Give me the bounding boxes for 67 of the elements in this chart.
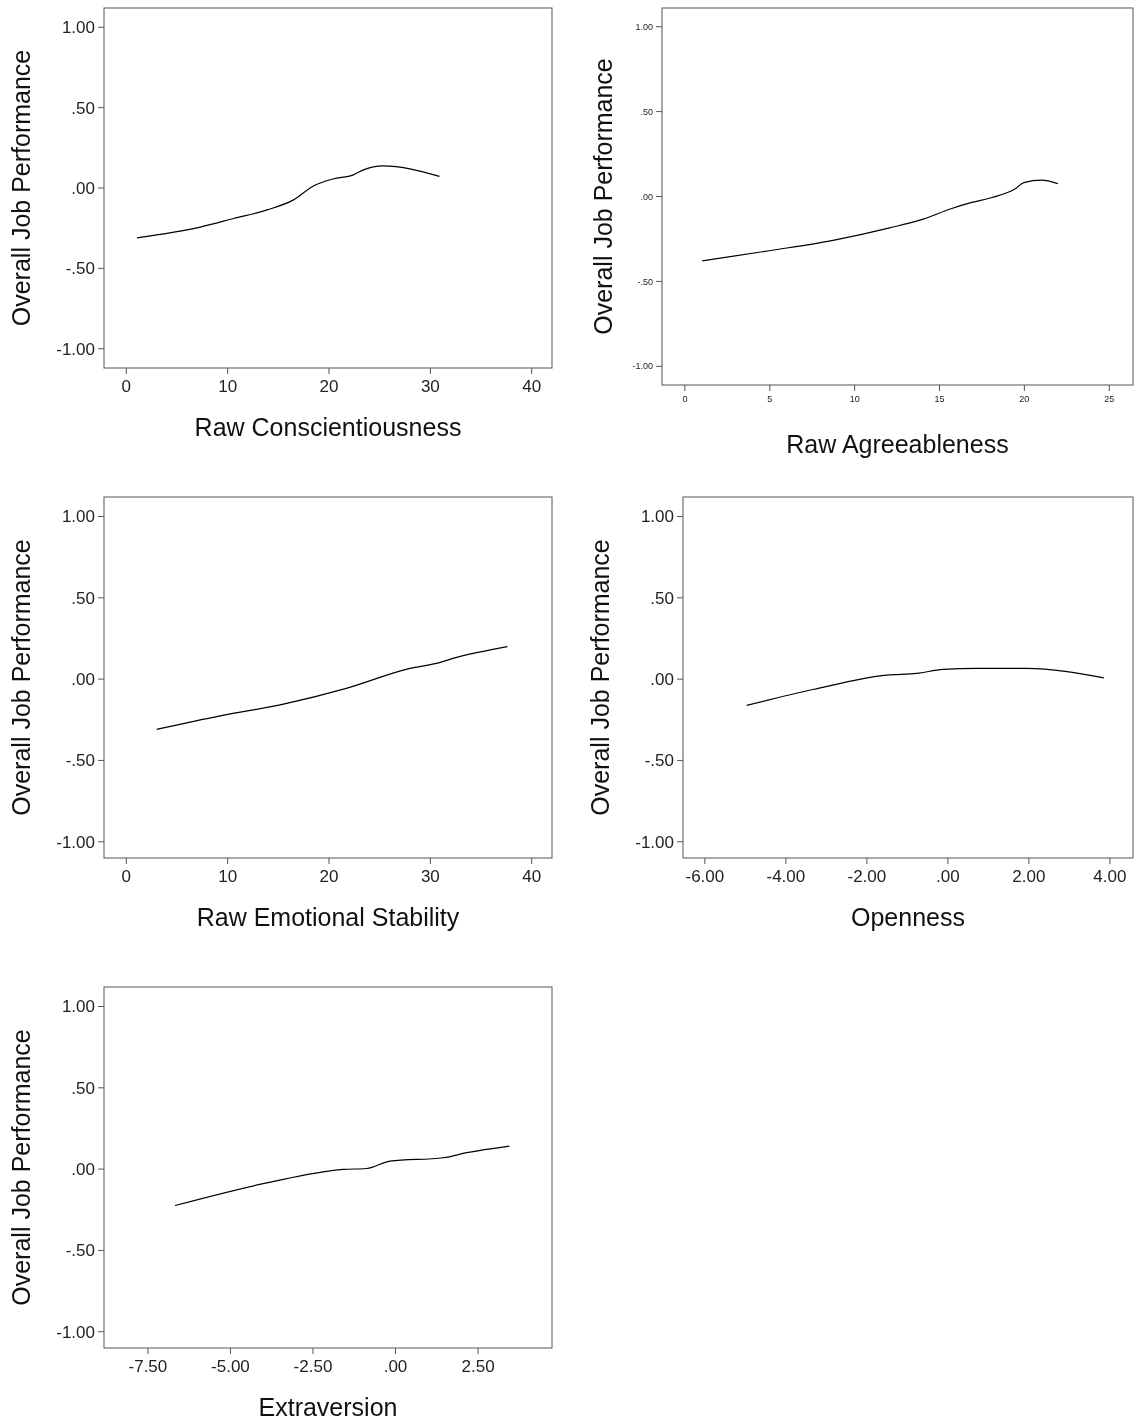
y-axis-title: Overall Job Performance	[7, 1029, 35, 1306]
y-tick-label: .50	[640, 106, 653, 117]
x-tick-label: 10	[849, 394, 860, 405]
x-tick-label: .00	[936, 866, 960, 886]
x-tick-label: 0	[121, 376, 132, 396]
y-tick-label: .00	[71, 670, 95, 690]
y-tick-label: .50	[71, 98, 95, 118]
x-tick-label: 0	[121, 866, 132, 886]
x-tick-label: -2.00	[847, 866, 887, 886]
y-axis-title: Overall Job Performance	[7, 49, 35, 327]
x-tick-label: 15	[934, 394, 945, 405]
y-tick-label: -.50	[637, 276, 653, 287]
y-tick-label: .00	[71, 1160, 95, 1180]
x-tick-label: 2.50	[461, 1356, 495, 1376]
x-tick-label: -6.00	[685, 866, 725, 886]
y-tick-label: -1.00	[56, 832, 95, 852]
y-tick-label: -.50	[65, 751, 95, 771]
x-tick-label: 5	[767, 394, 773, 405]
y-axis-title: Overall Job Performance	[7, 539, 35, 816]
line-series	[701, 179, 1059, 262]
y-tick-label: 1.00	[635, 21, 653, 32]
y-tick-label: .50	[71, 588, 95, 608]
x-tick-label: 0	[682, 394, 688, 405]
x-tick-label: 30	[420, 376, 440, 396]
line-series	[156, 646, 508, 730]
x-tick-label: 40	[522, 376, 542, 396]
y-axis-title: Overall Job Performance	[589, 58, 617, 335]
x-axis-title: Openness	[851, 903, 965, 931]
x-tick-label: -2.50	[293, 1356, 333, 1376]
x-tick-label: 20	[1019, 394, 1030, 405]
y-tick-label: 1.00	[61, 997, 95, 1017]
y-tick-label: .50	[71, 1078, 95, 1098]
x-tick-label: 10	[218, 866, 238, 886]
x-tick-label: -5.00	[211, 1356, 250, 1376]
y-tick-label: 1.00	[640, 507, 674, 527]
y-tick-label: 1.00	[61, 507, 95, 527]
y-tick-label: .00	[650, 670, 674, 690]
x-axis-title: Raw Agreeableness	[786, 430, 1009, 458]
x-tick-label: 25	[1104, 394, 1115, 405]
y-tick-label: -.50	[644, 751, 674, 771]
x-axis-title: Raw Emotional Stability	[196, 903, 460, 931]
y-tick-label: -1.00	[56, 1322, 95, 1342]
y-axis-title: Overall Job Performance	[586, 539, 614, 816]
y-tick-label: 1.00	[61, 18, 95, 38]
x-tick-label: .00	[383, 1356, 408, 1376]
y-tick-label: .00	[640, 191, 653, 202]
line-series	[174, 1145, 511, 1207]
y-tick-label: -.50	[65, 259, 95, 279]
x-tick-label: -7.50	[128, 1356, 168, 1376]
y-tick-label: .50	[650, 588, 674, 608]
x-tick-label: 2.00	[1012, 866, 1046, 886]
x-tick-label: -4.00	[766, 866, 806, 886]
y-tick-label: -1.00	[56, 339, 95, 359]
y-tick-label: .00	[71, 178, 95, 198]
y-tick-label: -1.00	[635, 832, 674, 852]
line-series	[745, 667, 1105, 707]
x-tick-label: 40	[522, 866, 542, 886]
x-tick-label: 20	[319, 866, 339, 886]
x-tick-label: 20	[319, 376, 339, 396]
x-tick-label: 10	[218, 376, 238, 396]
x-tick-label: 30	[420, 866, 440, 886]
y-tick-label: -.50	[65, 1241, 95, 1261]
line-series	[136, 165, 441, 239]
x-axis-title: Raw Conscientiousness	[194, 413, 462, 441]
x-axis-title: Extraversion	[258, 1393, 398, 1420]
y-tick-label: -1.00	[632, 361, 653, 372]
x-tick-label: 4.00	[1093, 866, 1127, 886]
